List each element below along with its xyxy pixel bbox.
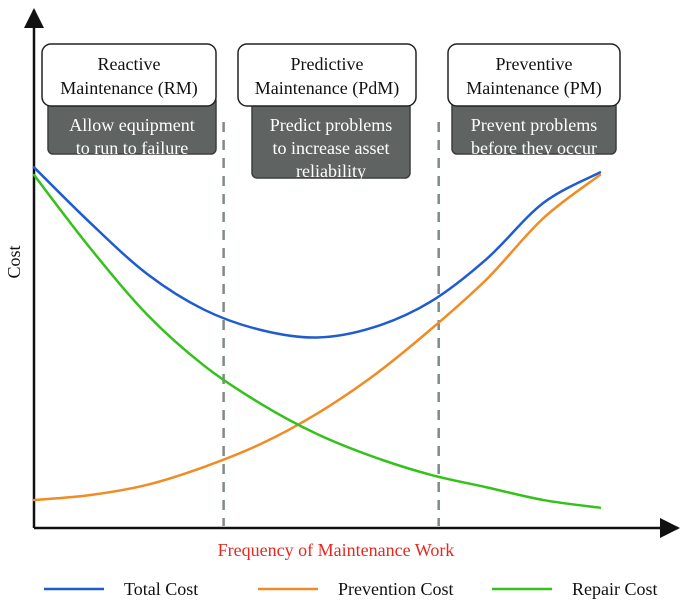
legend: Total Cost Prevention Cost Repair Cost (44, 579, 658, 599)
phase-title-box (447, 43, 621, 107)
phase-title-text: Predictive (291, 54, 364, 74)
phase-desc-text: Prevent problems (471, 115, 597, 135)
phase-title-box (41, 43, 217, 107)
phase-1: Allow equipment to run to failure Reactive… (41, 43, 217, 158)
x-axis-label: Frequency of Maintenance Work (218, 540, 455, 560)
phase-title-text: Maintenance (PM) (466, 78, 601, 99)
y-axis-label: Cost (4, 245, 24, 278)
legend-label: Prevention Cost (338, 579, 454, 599)
phase-desc-text: reliability (296, 161, 366, 181)
phase-title-text: Reactive (98, 54, 161, 74)
phase-desc-text: to increase asset (273, 138, 390, 158)
phase-desc-text: to run to failure (76, 138, 188, 158)
legend-item-prevention-cost: Prevention Cost (258, 579, 454, 599)
legend-item-total-cost: Total Cost (44, 579, 198, 599)
phase-2: Predict problems to increase asset reliabi… (237, 43, 417, 181)
phase-desc-text: Predict problems (270, 115, 392, 135)
legend-item-repair-cost: Repair Cost (492, 579, 658, 599)
phase-title-text: Maintenance (PdM) (255, 78, 399, 99)
phase-title-box (237, 43, 417, 107)
series-lines (32, 166, 602, 509)
phase-boxes: Allow equipment to run to failure Reactive… (41, 43, 621, 181)
series-line-total-cost (32, 166, 602, 339)
phase-desc-text: Allow equipment (69, 115, 194, 135)
phase-3: Prevent problems before they occur Prevent… (447, 43, 621, 158)
phase-title-text: Maintenance (RM) (60, 78, 197, 99)
phase-dividers (222, 122, 440, 526)
legend-label: Repair Cost (572, 579, 658, 599)
phase-desc-text: before they occur (471, 138, 597, 158)
legend-label: Total Cost (124, 579, 198, 599)
series-line-prevention-cost (32, 173, 602, 502)
phase-title-text: Preventive (496, 54, 573, 74)
series-line-repair-cost (32, 173, 602, 509)
